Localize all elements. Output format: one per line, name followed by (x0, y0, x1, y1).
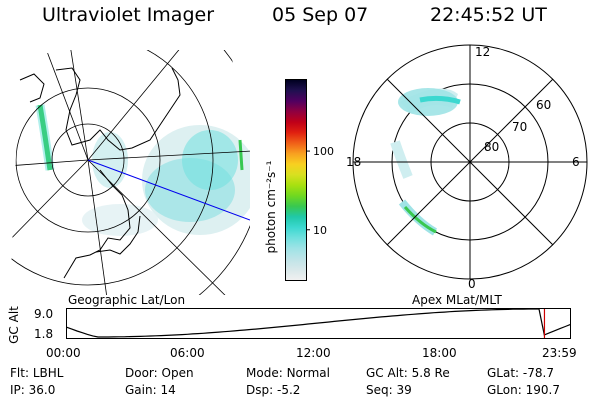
mlt-label-6: 6 (572, 155, 580, 169)
mlt-label-12: 12 (475, 45, 490, 59)
info-flt: Flt: LBHL (10, 366, 64, 380)
altitude-plot (66, 308, 571, 339)
mlt-label-18: 18 (346, 155, 361, 169)
xtick-1200: 12:00 (296, 346, 331, 360)
info-gc-alt: GC Alt: 5.8 Re (366, 366, 450, 380)
date-label: 05 Sep 07 (272, 4, 369, 26)
coastline (55, 67, 181, 151)
xtick-0000: 00:00 (46, 346, 81, 360)
colorbar-unit-label: photon cm⁻²s⁻¹ (264, 160, 278, 254)
mlt-label-0: 0 (468, 277, 476, 291)
aurora-glow (82, 204, 158, 236)
aurora-glow (390, 140, 413, 179)
altitude-ylabel: GC Alt (7, 306, 21, 344)
info-gain: Gain: 14 (125, 383, 176, 397)
info-glon: GLon: 190.7 (487, 383, 560, 397)
sun-direction-line (87, 159, 250, 221)
coastline (95, 215, 141, 255)
coastline (63, 169, 131, 279)
info-seq: Seq: 39 (366, 383, 412, 397)
aurora-glow (398, 88, 458, 116)
info-door: Door: Open (125, 366, 194, 380)
colorbar-unit-wrap: photon cm⁻²s⁻¹ (262, 161, 282, 254)
altitude-ytick-top: 9.0 (34, 307, 54, 321)
graticule (10, 50, 250, 295)
xtick-1800: 18:00 (422, 346, 457, 360)
aurora-arc (419, 95, 461, 105)
aurora-arc (37, 104, 53, 171)
mlt-lines (353, 45, 587, 279)
aurora-arc (238, 139, 244, 171)
info-mode: Mode: Normal (246, 366, 330, 380)
time-label: 22:45:52 UT (430, 4, 547, 26)
aurora-arc (403, 206, 437, 234)
altitude-curve (66, 308, 571, 338)
mlat-label-80: 80 (484, 140, 499, 154)
colorbar-tick-label: 10 (313, 224, 327, 237)
info-ip: IP: 36.0 (10, 383, 56, 397)
apex-polar-map: 12 6 0 18 80 70 60 (346, 44, 588, 291)
aurora-glow (182, 130, 238, 190)
info-dsp: Dsp: -5.2 (246, 383, 301, 397)
coastline (19, 73, 45, 103)
xtick-2359: 23:59 (542, 346, 577, 360)
mlat-label-60: 60 (536, 98, 551, 112)
colorbar-tick-label: 100 (313, 145, 334, 158)
aurora-glow (92, 132, 128, 188)
aurora-arc (35, 104, 55, 171)
info-glat: GLat: -78.7 (487, 366, 554, 380)
xtick-0600: 06:00 (170, 346, 205, 360)
geographic-map (10, 50, 250, 295)
colorbar (285, 79, 307, 281)
colorbar-ticks: 100 10 (306, 145, 334, 237)
app-title: Ultraviolet Imager (42, 4, 215, 26)
altitude-plot-frame (66, 308, 571, 339)
mlat-label-70: 70 (512, 120, 527, 134)
right-map-caption: Apex MLat/MLT (412, 293, 502, 307)
left-map-caption: Geographic Lat/Lon (68, 293, 186, 307)
altitude-ytick-bottom: 1.8 (34, 327, 54, 341)
